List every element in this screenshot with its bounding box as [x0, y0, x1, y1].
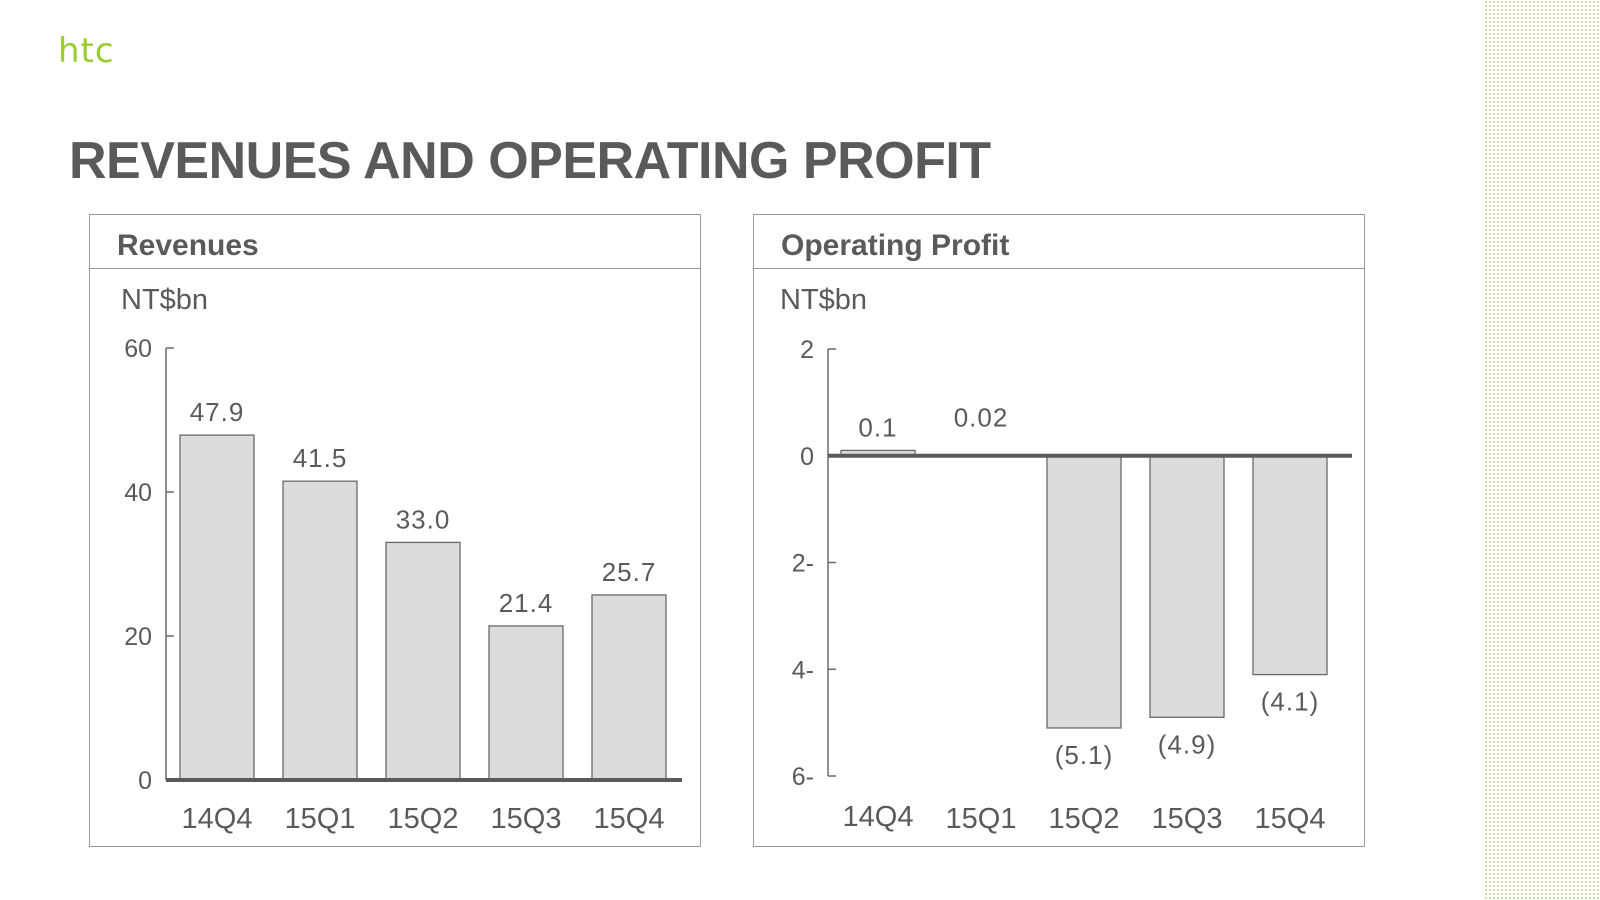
y-tick-label: 20 — [124, 623, 152, 651]
bar — [282, 480, 358, 781]
unit-label: NT$bn — [121, 284, 208, 316]
y-tick-label: 2 — [800, 336, 814, 364]
data-label: 47.9 — [190, 397, 245, 427]
operating-profit-chart: NT$bn 2 0 2- 4- 6- 0.1 14Q4 0.02 15Q1 (5.1) 15Q2 (4.… — [780, 284, 1352, 835]
revenues-panel: Revenues NT$bn 0 20 40 60 47.9 14Q4 41.5 15Q1 33.… — [89, 214, 701, 847]
bar — [385, 541, 461, 781]
bar — [179, 434, 255, 781]
data-label: 0.02 — [954, 403, 1009, 433]
bar — [591, 594, 667, 781]
data-label: 33.0 — [396, 504, 451, 534]
category-label: 15Q1 — [946, 803, 1017, 835]
category-label: 15Q3 — [491, 803, 562, 835]
revenues-panel-title: Revenues — [90, 215, 700, 269]
y-tick-label: 2- — [792, 550, 814, 578]
revenues-chart: NT$bn 0 20 40 60 47.9 14Q4 41.5 15Q1 33.0 15Q2 21.4… — [121, 284, 682, 835]
y-tick-label: 4- — [792, 656, 814, 684]
y-tick-label: 0 — [138, 767, 152, 795]
bar — [1252, 455, 1328, 676]
data-label: (4.9) — [1158, 729, 1216, 759]
category-label: 15Q4 — [1255, 803, 1326, 835]
category-label: 14Q4 — [182, 803, 253, 835]
unit-label: NT$bn — [780, 284, 867, 316]
y-tick-label: 6- — [792, 763, 814, 791]
category-label: 15Q1 — [285, 803, 356, 835]
category-label: 15Q3 — [1152, 803, 1223, 835]
htc-logo: htc — [58, 31, 115, 71]
page-title: REVENUES AND OPERATING PROFIT — [69, 132, 991, 190]
data-label: 0.1 — [858, 412, 897, 442]
category-label: 15Q4 — [594, 803, 665, 835]
y-tick-label: 0 — [800, 443, 814, 471]
category-label: 15Q2 — [1049, 803, 1120, 835]
operating-profit-panel: Operating Profit NT$bn 2 0 2- 4- 6- 0.1 14Q4 0.0… — [753, 214, 1365, 847]
y-tick-label: 40 — [124, 479, 152, 507]
operating-profit-panel-title: Operating Profit — [754, 215, 1364, 269]
category-label: 15Q2 — [388, 803, 459, 835]
data-label: 25.7 — [602, 557, 657, 587]
data-label: (4.1) — [1261, 687, 1319, 717]
bar — [1046, 455, 1122, 729]
category-label: 14Q4 — [843, 801, 914, 833]
dotted-decoration — [1484, 0, 1600, 900]
y-tick-label: 60 — [124, 335, 152, 363]
data-label: 41.5 — [293, 443, 348, 473]
data-label: (5.1) — [1055, 740, 1113, 770]
data-label: 21.4 — [499, 588, 554, 618]
bar — [1149, 455, 1225, 718]
bar — [488, 625, 564, 781]
